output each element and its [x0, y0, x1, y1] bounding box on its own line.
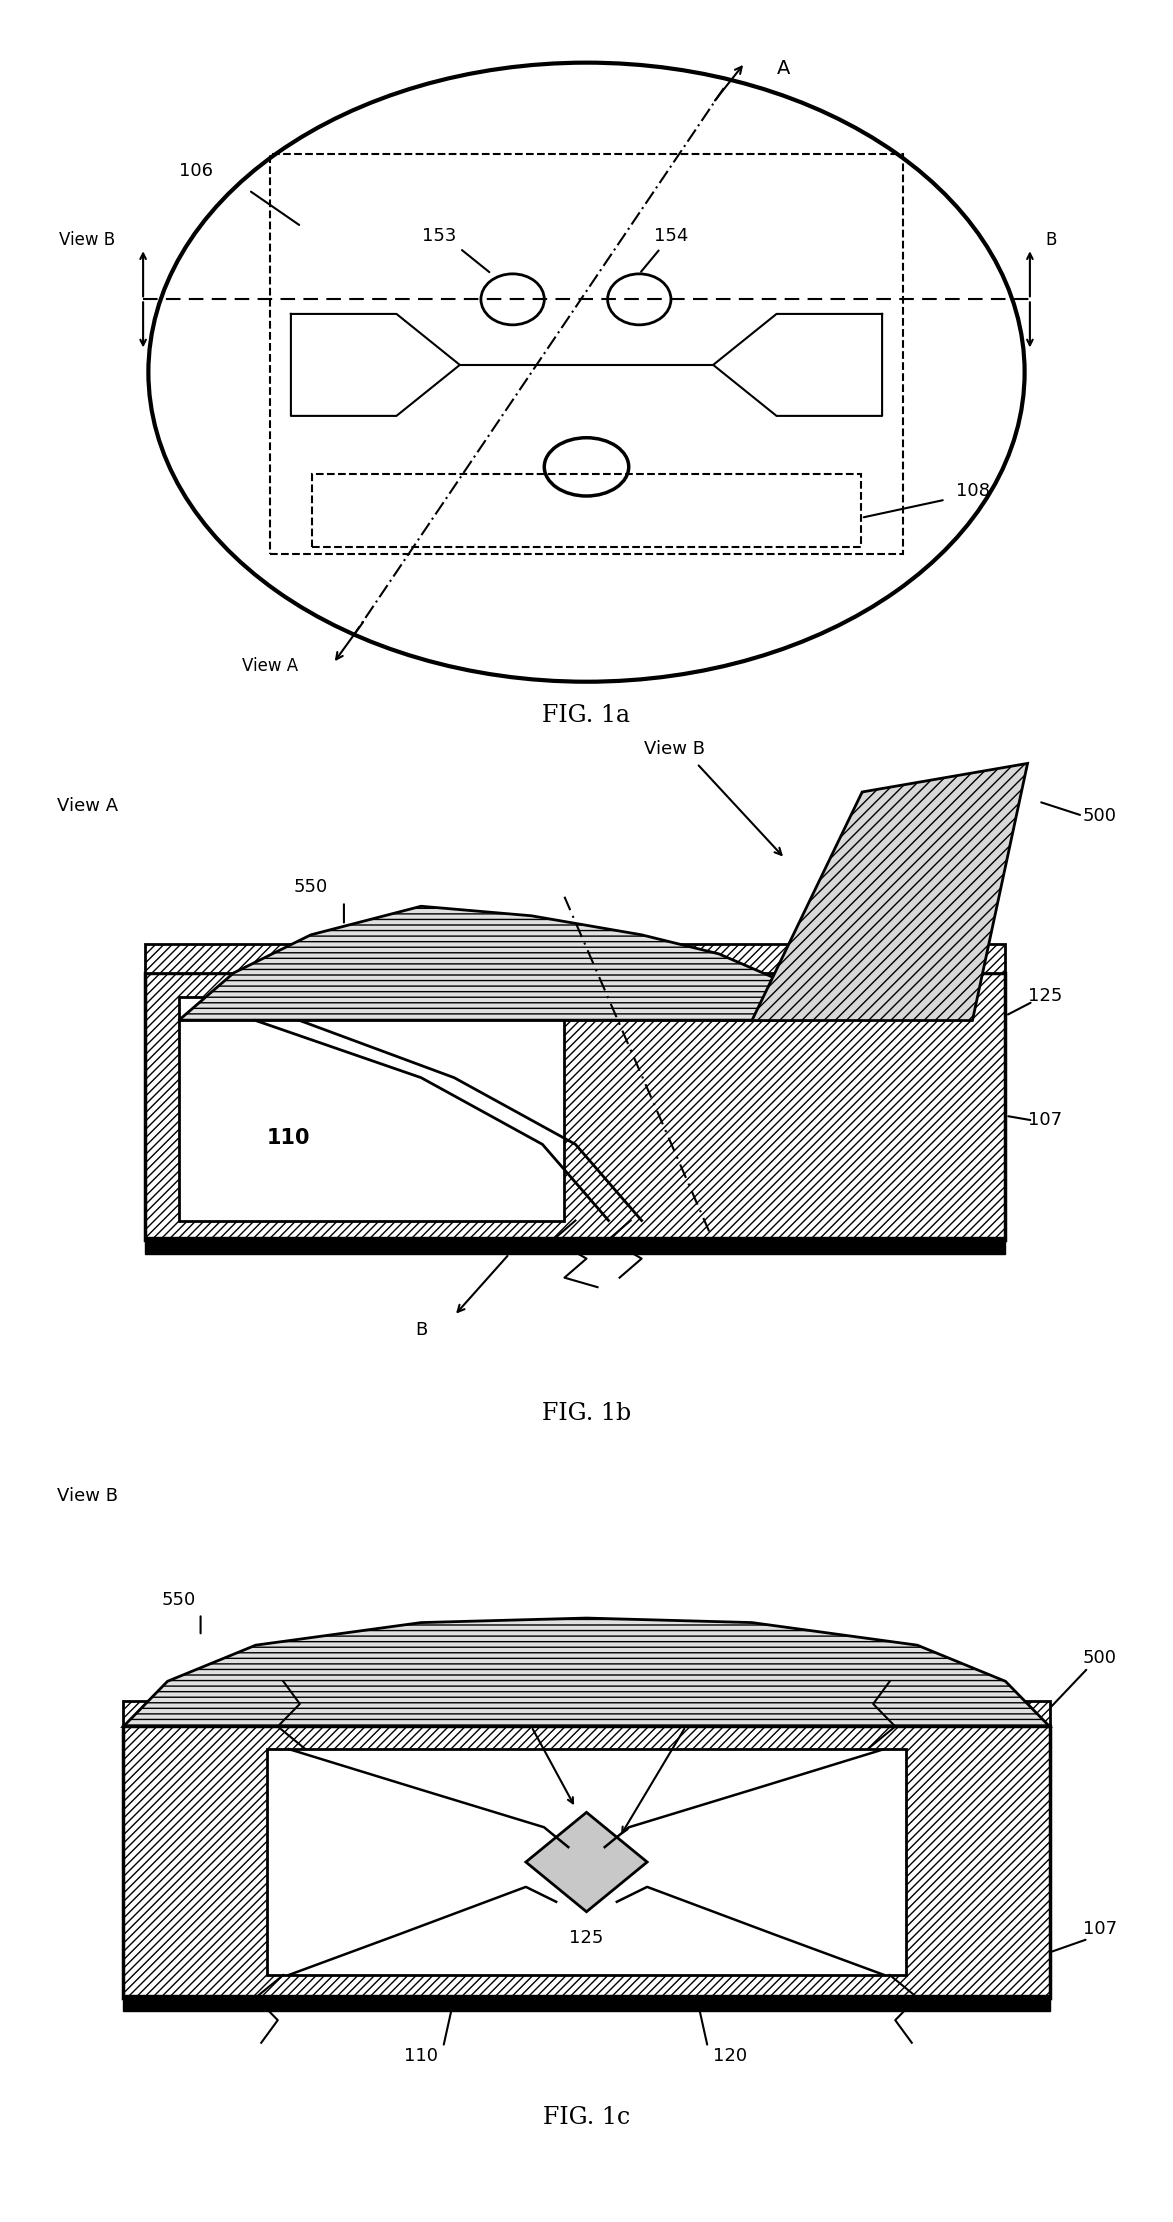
Text: View B: View B [59, 231, 115, 249]
Polygon shape [526, 1813, 647, 1911]
Bar [312, 473, 861, 547]
Text: View B: View B [57, 1487, 118, 1504]
Bar [123, 1702, 1050, 1726]
Bar [266, 1749, 907, 1975]
Text: FIG. 1c: FIG. 1c [543, 2106, 630, 2129]
Bar [270, 153, 903, 553]
Text: 125: 125 [569, 1929, 604, 1946]
Polygon shape [178, 907, 807, 1020]
Text: 500: 500 [1083, 1649, 1117, 1666]
Text: View A: View A [242, 658, 298, 675]
Text: 108: 108 [956, 482, 990, 500]
Text: B: B [1046, 231, 1057, 249]
Text: 120: 120 [713, 2046, 747, 2064]
Bar [123, 1995, 1050, 2011]
Text: FIG. 1a: FIG. 1a [542, 704, 631, 727]
Text: A: A [777, 58, 789, 78]
Text: 107: 107 [1083, 1920, 1117, 1938]
Text: 500: 500 [1083, 807, 1117, 824]
Bar [145, 944, 1005, 973]
Polygon shape [123, 1618, 1050, 1726]
Text: 125: 125 [1028, 987, 1062, 1007]
Text: 550: 550 [162, 1591, 196, 1609]
Text: 106: 106 [179, 162, 212, 180]
Text: FIG. 1b: FIG. 1b [542, 1402, 631, 1427]
Text: 154: 154 [653, 227, 689, 244]
Text: 110: 110 [267, 1129, 311, 1149]
Bar [178, 998, 564, 1220]
Text: 550: 550 [293, 878, 328, 895]
Text: 110: 110 [405, 2046, 438, 2064]
Polygon shape [719, 764, 1028, 1020]
Bar [145, 973, 1005, 1240]
Bar [145, 1238, 1005, 1253]
Text: View A: View A [57, 798, 118, 815]
Text: View B: View B [644, 740, 705, 758]
Text: B: B [415, 1320, 427, 1340]
Bar [123, 1726, 1050, 1998]
Text: 153: 153 [421, 227, 456, 244]
Text: 107: 107 [1028, 1111, 1062, 1129]
